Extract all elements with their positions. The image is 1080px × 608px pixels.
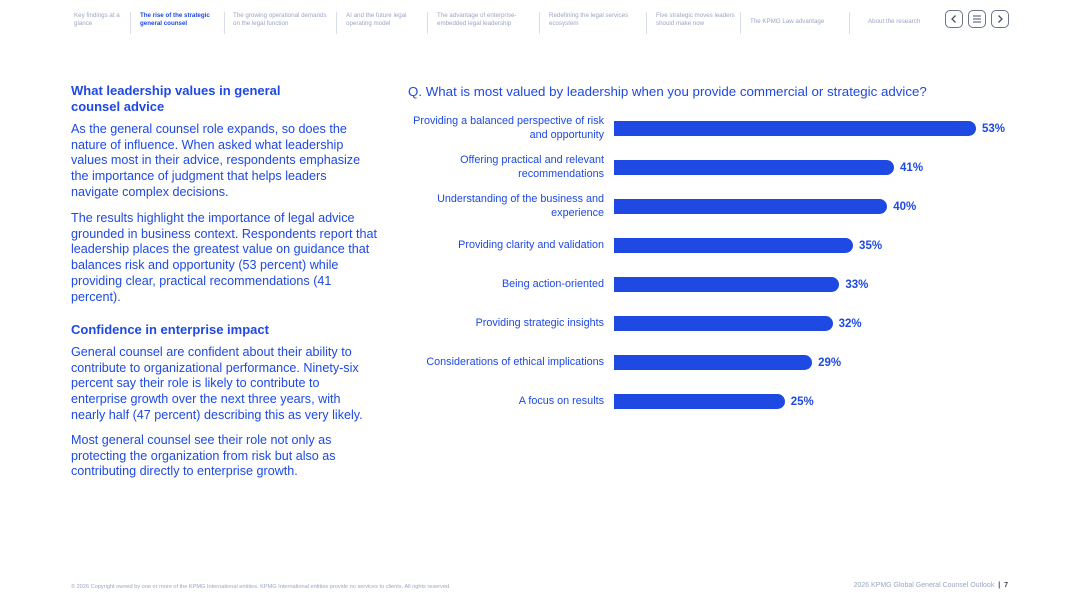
prev-page-button[interactable] [945,10,963,28]
page-number: 7 [1004,582,1008,589]
body-paragraph: Most general counsel see their role not … [71,433,336,479]
category-label: Offering practical and relevant recommen… [460,154,604,180]
category-label: A focus on results [518,394,604,407]
bar [614,394,785,409]
nav-divider [224,12,225,34]
section-heading-confidence: Confidence in enterprise impact [71,322,269,337]
nav-divider [849,12,850,34]
body-paragraph: The results highlight the importance of … [71,211,377,304]
nav-divider [646,12,647,34]
category-label: Providing clarity and validation [458,238,604,251]
nav-item-five-strategic-moves[interactable]: Five strategic moves leaders should make… [656,12,735,27]
bar [614,316,833,331]
value-label: 32% [838,318,862,330]
bar [614,238,854,253]
value-label: 29% [818,357,842,369]
body-paragraph: As the general counsel role expands, so … [71,122,361,199]
category-label: Providing strategic insights [475,316,604,329]
nav-item-kpmg-law-advantage[interactable]: The KPMG Law advantage [750,18,825,25]
section-heading-leadership-values: What leadership values in general counse… [71,83,281,114]
menu-button[interactable] [968,10,986,28]
bar [614,277,840,292]
nav-item-enterprise-embedded[interactable]: The advantage of enterprise-embedded leg… [437,12,517,27]
chart-title: Q. What is most valued by leadership whe… [408,84,927,99]
bar [614,121,976,136]
nav-divider [427,12,428,34]
nav-divider [130,12,131,34]
category-label: Providing a balanced perspective of risk… [413,115,604,141]
value-label: 53% [982,123,1006,135]
chevron-left-icon [951,15,956,23]
category-label: Being action-oriented [501,277,604,290]
category-label: Considerations of ethical implications [426,355,604,368]
menu-icon [973,15,981,23]
publication-title: 2026 KPMG Global General Counsel Outlook [853,582,995,589]
value-label: 33% [845,279,869,291]
value-label: 25% [790,396,814,408]
nav-item-operational-demands[interactable]: The growing operational demands on the l… [233,12,327,27]
value-label: 41% [900,162,924,174]
top-navigation: Key findings at a glance The rise of the… [74,10,1010,38]
next-page-button[interactable] [991,10,1009,28]
bar [614,199,888,214]
bar [614,160,895,175]
category-label: Understanding of the business and experi… [437,193,604,219]
footer-copyright: © 2026 Copyright owned by one or more of… [71,584,451,590]
value-label: 35% [859,240,883,252]
value-label: 40% [893,201,917,213]
horizontal-bar-chart: Providing a balanced perspective of risk… [400,112,1030,422]
nav-item-rise-of-strategic-gc[interactable]: The rise of the strategic general counse… [140,12,210,27]
chevron-right-icon [998,15,1003,23]
body-paragraph: General counsel are confident about thei… [71,345,363,422]
nav-item-legal-services-ecosystem[interactable]: Redefining the legal services ecosystem [549,12,629,27]
nav-divider [336,12,337,34]
footer-publication: 2026 KPMG Global General Counsel Outlook… [853,582,1008,589]
nav-item-about-research[interactable]: About the research [868,18,921,25]
nav-item-key-findings[interactable]: Key findings at a glance [74,12,120,27]
bar [614,355,813,370]
nav-item-ai-future-legal[interactable]: AI and the future legal operating model [346,12,407,27]
nav-divider [539,12,540,34]
nav-divider [740,12,741,34]
